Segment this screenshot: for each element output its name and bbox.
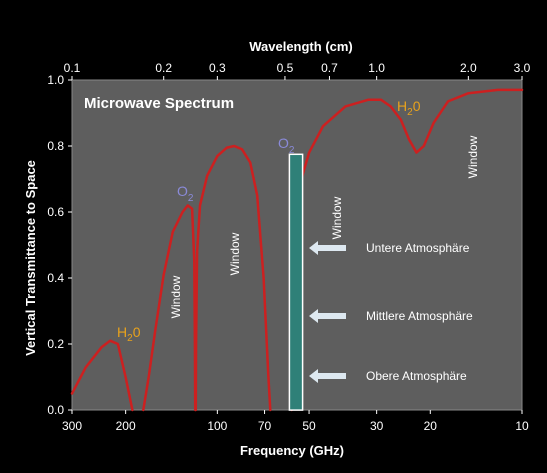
window-label-2: Window [228,232,242,275]
y-tick-label: 0.8 [47,139,64,153]
label-lower-atmosphere: Untere Atmosphäre [366,241,470,255]
x-bottom-tick-label: 300 [62,419,82,433]
x-axis-top-ticks: 0.1 0.2 0.3 0.5 0.7 1.0 2.0 3.0 [64,61,531,80]
x-top-tick-label: 2.0 [460,61,477,75]
x-bottom-tick-label: 30 [370,419,384,433]
transmittance-curve-segment [194,144,272,412]
label-upper-atmosphere: Obere Atmosphäre [366,369,467,383]
arrow-lower-atmosphere: Untere Atmosphäre [309,241,470,255]
label-middle-atmosphere: Mittlere Atmosphäre [366,309,473,323]
arrow-middle-shape [309,309,346,323]
h2o-label-right: H20 [397,98,421,118]
window-label-1: Window [169,275,183,318]
transmittance-curve-segment [142,204,197,412]
y-tick-label: 0.4 [47,271,64,285]
arrow-lower-shape [309,241,346,255]
x-top-tick-label: 0.1 [64,61,81,75]
arrow-upper-shape [309,369,346,383]
h2o-label-left: H20 [117,324,141,344]
transmittance-curve-segment [70,339,134,412]
y-tick-label: 0.0 [47,403,64,417]
arrow-upper-atmosphere: Obere Atmosphäre [309,369,467,383]
window-label-4: Window [466,135,480,178]
o2-label-band: O2 [278,135,295,156]
x-top-tick-label: 0.2 [155,61,172,75]
x-bottom-tick-label: 50 [302,419,316,433]
oxygen-absorption-band [288,153,304,411]
x-top-tick-label: 1.0 [368,61,385,75]
x-axis-bottom-ticks: 300 200 100 70 50 30 20 10 [62,410,529,433]
x-bottom-tick-label: 200 [116,419,136,433]
x-bottom-tick-label: 10 [515,419,529,433]
y-tick-label: 0.6 [47,205,64,219]
x-top-tick-label: 0.5 [277,61,294,75]
o2-label-left: O2 [177,183,194,204]
y-tick-label: 0.2 [47,337,64,351]
x-top-tick-label: 3.0 [514,61,531,75]
x-bottom-tick-label: 70 [258,419,272,433]
x-bottom-tick-label: 20 [424,419,438,433]
oxygen-band-group [288,153,304,411]
y-tick-label: 1.0 [47,73,64,87]
y-axis-title: Vertical Transmittance to Space [23,160,38,356]
chart-title: Microwave Spectrum [84,95,234,112]
window-label-3: Window [330,196,344,239]
x-bottom-tick-label: 100 [207,419,227,433]
bottom-axis-title: Frequency (GHz) [240,443,344,458]
x-top-tick-label: 0.7 [321,61,338,75]
arrow-middle-atmosphere: Mittlere Atmosphäre [309,309,473,323]
top-axis-title: Wavelength (cm) [249,39,353,54]
x-top-tick-label: 0.3 [209,61,226,75]
y-axis-ticks: 0.0 0.2 0.4 0.6 0.8 1.0 [47,73,72,417]
